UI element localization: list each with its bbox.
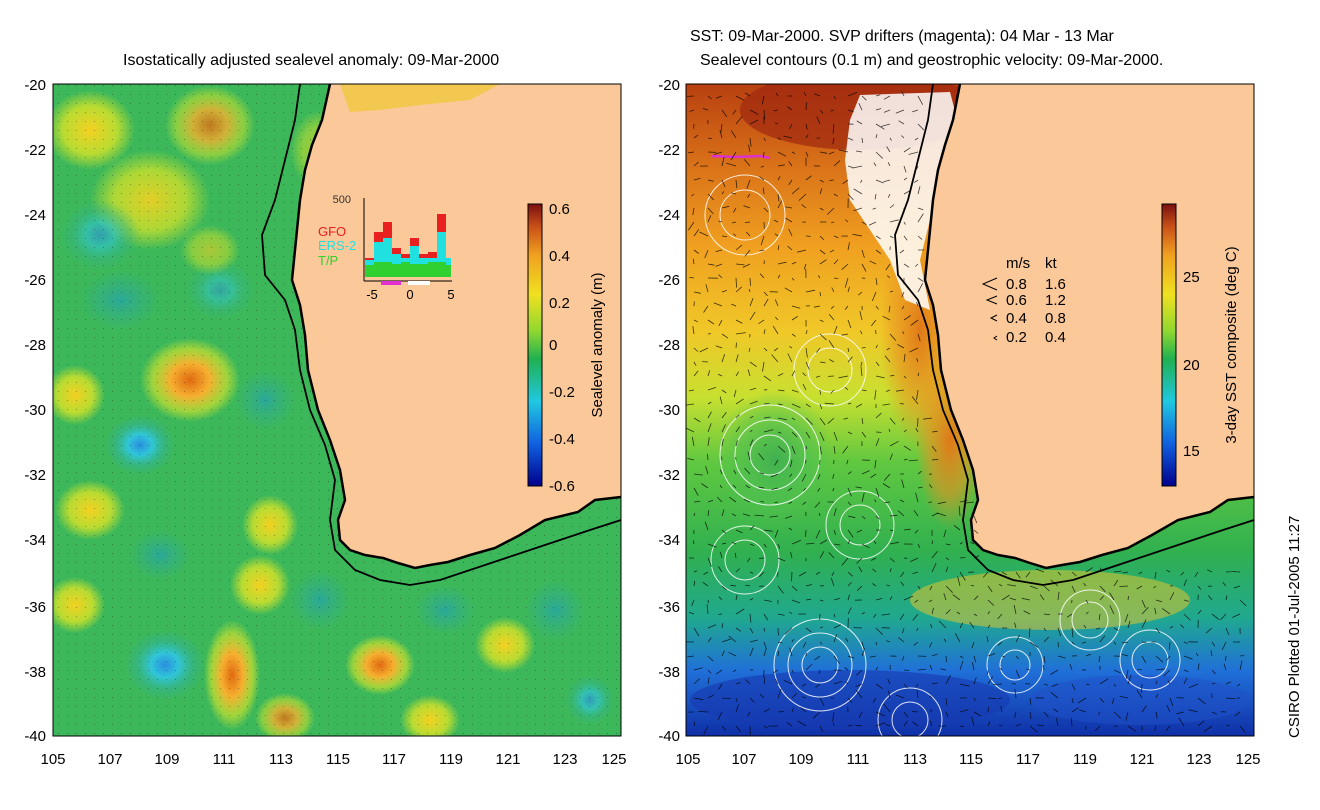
sst-colorbar-tick: 20 [1183,357,1200,374]
left-ytick: -28 [24,337,46,354]
velocity-legend-kt: 1.2 [1045,292,1066,309]
colorbar-tick: 0.4 [549,248,570,265]
right-ytick: -32 [658,467,680,484]
sealevel-colorbar: 0.6 0.4 0.2 0 -0.2 -0.4 -0.6 Sealevel an… [527,201,606,495]
right-xtick: 125 [1235,751,1260,768]
right-xtick: 105 [675,751,700,768]
right-ytick: -28 [658,337,680,354]
cloud-mask [845,92,960,310]
colorbar-label: Sealevel anomaly (m) [589,272,606,417]
right-xtick: 119 [1073,751,1097,768]
left-xtick: 111 [213,751,236,768]
velocity-arrow-vectors [686,91,1247,736]
colorbar-tick: -0.4 [549,431,575,448]
inset-legend-tp: T/P [318,253,338,268]
left-panel-title: Isostatically adjusted sealevel anomaly:… [123,52,500,69]
colorbar-tick: -0.2 [549,384,575,401]
velocity-legend-header-ms: m/s [1006,255,1030,272]
right-xtick: 121 [1129,751,1154,768]
plot-credit: CSIRO Plotted 01-Jul-2005 11:27 [1286,516,1303,738]
geostrophic-velocity-arrows [686,91,1247,736]
right-ytick: -34 [658,532,680,549]
left-ytick: -36 [24,599,46,616]
right-ytick: -24 [658,207,680,224]
right-ytick: -36 [658,599,680,616]
colorbar-tick: 0 [549,337,557,354]
left-ytick: -24 [24,207,46,224]
right-x-axis: 105 107 109 111 113 115 117 119 121 123 … [675,751,1260,768]
inset-xtick: 5 [447,287,454,302]
left-xtick: 119 [439,751,463,768]
right-xtick: 117 [1016,751,1040,768]
right-ytick: -40 [658,728,680,745]
velocity-legend-ms: 0.2 [1006,329,1027,346]
velocity-legend-ms: 0.6 [1006,292,1027,309]
right-ytick: -20 [658,77,680,94]
left-y-axis: -20 -22 -24 -26 -28 -30 -32 -34 -36 -38 … [24,77,46,745]
right-ytick: -38 [658,664,680,681]
velocity-legend-kt: 0.8 [1045,310,1066,327]
sealevel-contours [704,174,1181,736]
left-ytick: -26 [24,272,46,289]
inset-xtick: 0 [406,287,413,302]
inset-bars [365,214,451,277]
velocity-legend-ms: 0.4 [1006,310,1027,327]
left-ytick: -38 [24,664,46,681]
right-xtick: 109 [788,751,813,768]
coastline-right [923,84,1254,570]
velocity-legend-kt: 0.4 [1045,329,1066,346]
left-ytick: -40 [24,728,46,745]
svp-drifter-track [711,154,771,160]
colorbar-tick: 0.6 [549,201,570,218]
sst-colorbar-label: 3-day SST composite (deg C) [1223,246,1240,443]
left-sealevel-map [53,84,621,736]
velocity-legend-ms: 0.8 [1006,276,1027,293]
colorbar-tick: -0.6 [549,478,575,495]
left-xtick: 117 [382,751,406,768]
shelf-contour-right [894,84,1254,586]
sst-colorbar-tick: 15 [1183,443,1200,460]
left-xtick: 113 [269,751,293,768]
left-ytick: -22 [24,142,46,159]
left-ytick: -20 [24,77,46,94]
velocity-legend-kt: 1.6 [1045,276,1066,293]
left-xtick: 115 [326,751,350,768]
left-x-axis: 105 107 109 111 113 115 117 119 121 123 … [40,751,626,768]
right-ytick: -22 [658,142,680,159]
shelf-contour-left [261,84,621,586]
right-ytick: -30 [658,402,680,419]
right-xtick: 115 [959,751,983,768]
left-xtick: 125 [601,751,626,768]
left-ytick: -34 [24,532,46,549]
sst-colorbar-tick: 25 [1183,269,1200,286]
coastline-left [290,84,621,570]
right-panel-title-line2: Sealevel contours (0.1 m) and geostrophi… [700,52,1164,69]
colorbar-tick: 0.2 [549,295,570,312]
right-y-axis: -20 -22 -24 -26 -28 -30 -32 -34 -36 -38 … [658,77,680,745]
left-xtick: 109 [154,751,179,768]
right-xtick: 107 [731,751,756,768]
right-xtick: 113 [903,751,927,768]
inset-xtick: -5 [366,287,378,302]
sst-colorbar: 25 20 15 3-day SST composite (deg C) [1161,203,1240,487]
left-xtick: 107 [97,751,122,768]
left-xtick: 105 [40,751,65,768]
inset-legend-ers2: ERS-2 [318,238,356,253]
left-xtick: 121 [495,751,520,768]
velocity-legend-header-kt: kt [1045,255,1058,272]
right-panel-title-line1: SST: 09-Mar-2000. SVP drifters (magenta)… [690,28,1114,45]
left-xtick: 123 [552,751,577,768]
right-map-frame [685,83,1255,737]
inset-legend-gfo: GFO [318,224,346,239]
left-ytick: -30 [24,402,46,419]
left-ytick: -32 [24,467,46,484]
right-xtick: 111 [847,751,870,768]
left-map-frame [52,83,622,737]
inset-ymax: 500 [333,194,351,206]
altimeter-inset-histogram: 500 GFO ERS-2 T/P -5 0 5 [318,194,455,302]
velocity-legend: m/s kt 0.8 1.6 0.6 1.2 0.4 0.8 0.2 0.4 [981,255,1066,346]
right-ytick: -26 [658,272,680,289]
right-xtick: 123 [1186,751,1211,768]
